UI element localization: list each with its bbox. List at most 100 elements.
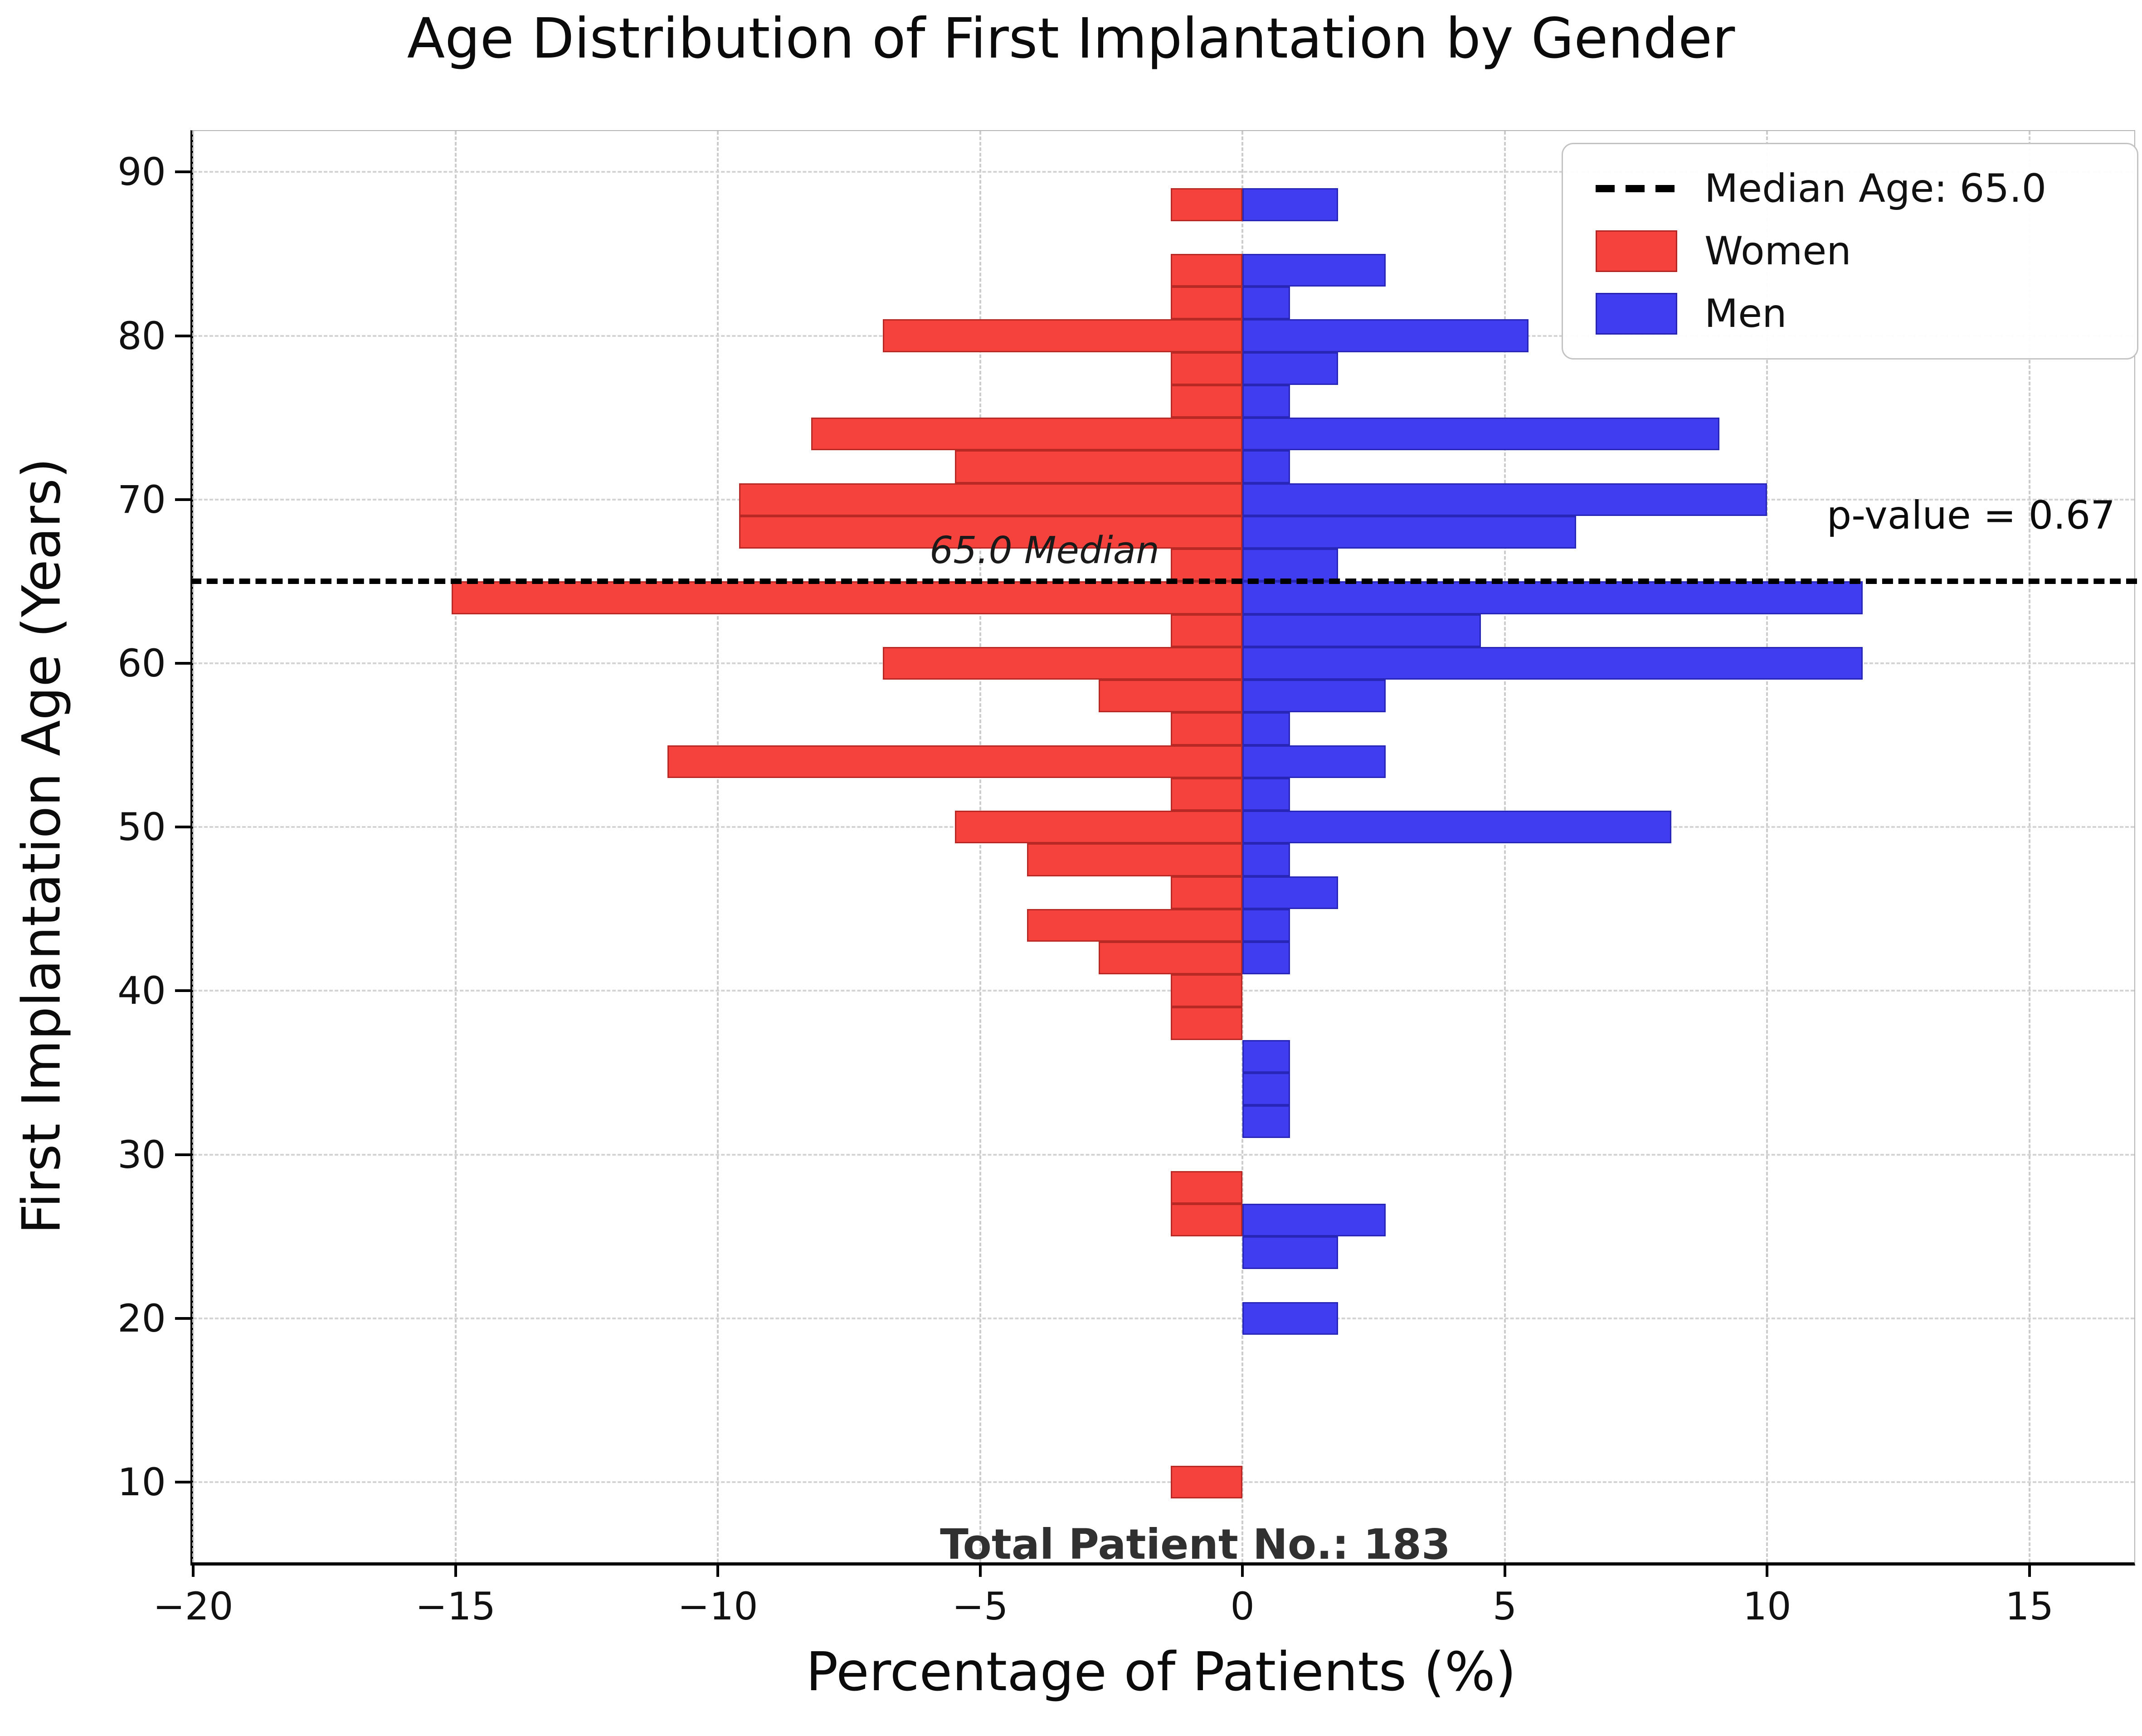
- x-tick--20: [192, 1562, 195, 1577]
- legend-men-label: Men: [1704, 291, 1787, 336]
- bar-women-10: [1170, 1465, 1243, 1499]
- y-tick-label-90: 90: [117, 150, 166, 195]
- bar-women-62: [1170, 614, 1243, 647]
- bar-men-72: [1242, 450, 1290, 483]
- bar-men-64: [1242, 581, 1863, 614]
- bar-women-52: [1170, 778, 1243, 811]
- x-tick-label--20: −20: [153, 1584, 234, 1629]
- bar-women-76: [1170, 384, 1243, 418]
- x-tick--10: [716, 1562, 720, 1577]
- x-axis-title: Percentage of Patients (%): [806, 1640, 1516, 1703]
- bar-men-36: [1242, 1040, 1290, 1073]
- legend-median-label: Median Age: 65.0: [1704, 166, 2047, 211]
- median-annotation: 65.0 Median: [930, 529, 1159, 572]
- bar-men-76: [1242, 384, 1290, 418]
- bar-women-66: [1170, 549, 1243, 582]
- x-tick-0: [1241, 1562, 1244, 1577]
- bar-women-84: [1170, 253, 1243, 287]
- bar-men-80: [1242, 319, 1529, 352]
- gridline-x-5: [1504, 131, 1506, 1562]
- y-axis-title: First Implantation Age (Years): [11, 457, 73, 1235]
- bar-men-26: [1242, 1203, 1386, 1237]
- x-tick-label-10: 10: [1743, 1584, 1791, 1629]
- median-dashed-line-icon: [1596, 185, 1677, 192]
- bar-women-40: [1170, 974, 1243, 1007]
- gridline-y-30: [193, 1153, 2134, 1156]
- bar-women-88: [1170, 188, 1243, 221]
- y-tick-label-30: 30: [117, 1132, 166, 1177]
- x-tick-label--10: −10: [677, 1584, 758, 1629]
- gridline-y-20: [193, 1317, 2134, 1319]
- bar-men-50: [1242, 811, 1672, 844]
- women-color-swatch: [1596, 230, 1677, 272]
- bar-men-24: [1242, 1236, 1338, 1269]
- y-tick-10: [175, 1481, 190, 1483]
- x-tick-5: [1503, 1562, 1506, 1577]
- y-tick-label-70: 70: [117, 477, 166, 522]
- bar-men-44: [1242, 909, 1290, 942]
- legend-women-label: Women: [1704, 229, 1851, 274]
- legend-item-median: Median Age: 65.0: [1563, 166, 2137, 211]
- y-tick-label-10: 10: [117, 1460, 166, 1504]
- bar-men-42: [1242, 942, 1290, 975]
- median-age-line: [190, 579, 2137, 584]
- x-tick-label--15: −15: [415, 1584, 496, 1629]
- y-tick-label-20: 20: [117, 1296, 166, 1341]
- x-tick-15: [2028, 1562, 2031, 1577]
- bar-women-42: [1099, 942, 1243, 975]
- bar-women-44: [1027, 909, 1243, 942]
- bar-men-82: [1242, 287, 1290, 320]
- bar-women-72: [955, 450, 1243, 483]
- bar-women-38: [1170, 1007, 1243, 1040]
- x-tick-label-5: 5: [1492, 1584, 1517, 1629]
- bar-women-64: [452, 581, 1243, 614]
- bar-women-54: [667, 745, 1243, 778]
- bar-men-56: [1242, 712, 1290, 745]
- bar-women-80: [883, 319, 1243, 352]
- gridline-x--20: [192, 131, 194, 1562]
- p-value-annotation: p-value = 0.67: [1826, 493, 2115, 538]
- y-tick-label-40: 40: [117, 968, 166, 1013]
- bar-men-62: [1242, 614, 1481, 647]
- bar-men-52: [1242, 778, 1290, 811]
- gridline-y-90: [193, 171, 2134, 173]
- chart-title: Age Distribution of First Implantation b…: [407, 6, 1735, 71]
- y-tick-70: [175, 498, 190, 501]
- bar-women-50: [955, 811, 1243, 844]
- bar-men-48: [1242, 843, 1290, 876]
- bar-men-66: [1242, 549, 1338, 582]
- bar-men-32: [1242, 1105, 1290, 1138]
- bar-women-60: [883, 647, 1243, 680]
- bar-women-78: [1170, 352, 1243, 385]
- bar-men-34: [1242, 1072, 1290, 1106]
- gridline-x--5: [979, 131, 981, 1562]
- bar-men-20: [1242, 1302, 1338, 1335]
- y-tick-80: [175, 334, 190, 337]
- legend-item-men: Men: [1563, 291, 2137, 336]
- y-tick-20: [175, 1317, 190, 1320]
- y-tick-label-50: 50: [117, 805, 166, 850]
- x-tick-label--5: −5: [952, 1584, 1008, 1629]
- x-tick-label-0: 0: [1230, 1584, 1255, 1629]
- bar-women-48: [1027, 843, 1243, 876]
- x-tick-10: [1766, 1562, 1769, 1577]
- bar-women-46: [1170, 876, 1243, 909]
- bar-women-70: [739, 483, 1243, 516]
- y-tick-90: [175, 170, 190, 174]
- bar-men-68: [1242, 515, 1576, 549]
- gridline-x-10: [1766, 131, 1768, 1562]
- bar-women-56: [1170, 712, 1243, 745]
- gridline-x--10: [717, 131, 719, 1562]
- bar-men-84: [1242, 253, 1386, 287]
- bar-men-58: [1242, 680, 1386, 713]
- bar-women-74: [811, 418, 1243, 451]
- bar-men-70: [1242, 483, 1767, 516]
- bar-men-54: [1242, 745, 1386, 778]
- bar-women-68: [739, 515, 1243, 549]
- gridline-y-40: [193, 990, 2134, 992]
- bar-women-26: [1170, 1203, 1243, 1237]
- bar-men-88: [1242, 188, 1338, 221]
- bar-women-28: [1170, 1171, 1243, 1204]
- bar-women-82: [1170, 287, 1243, 320]
